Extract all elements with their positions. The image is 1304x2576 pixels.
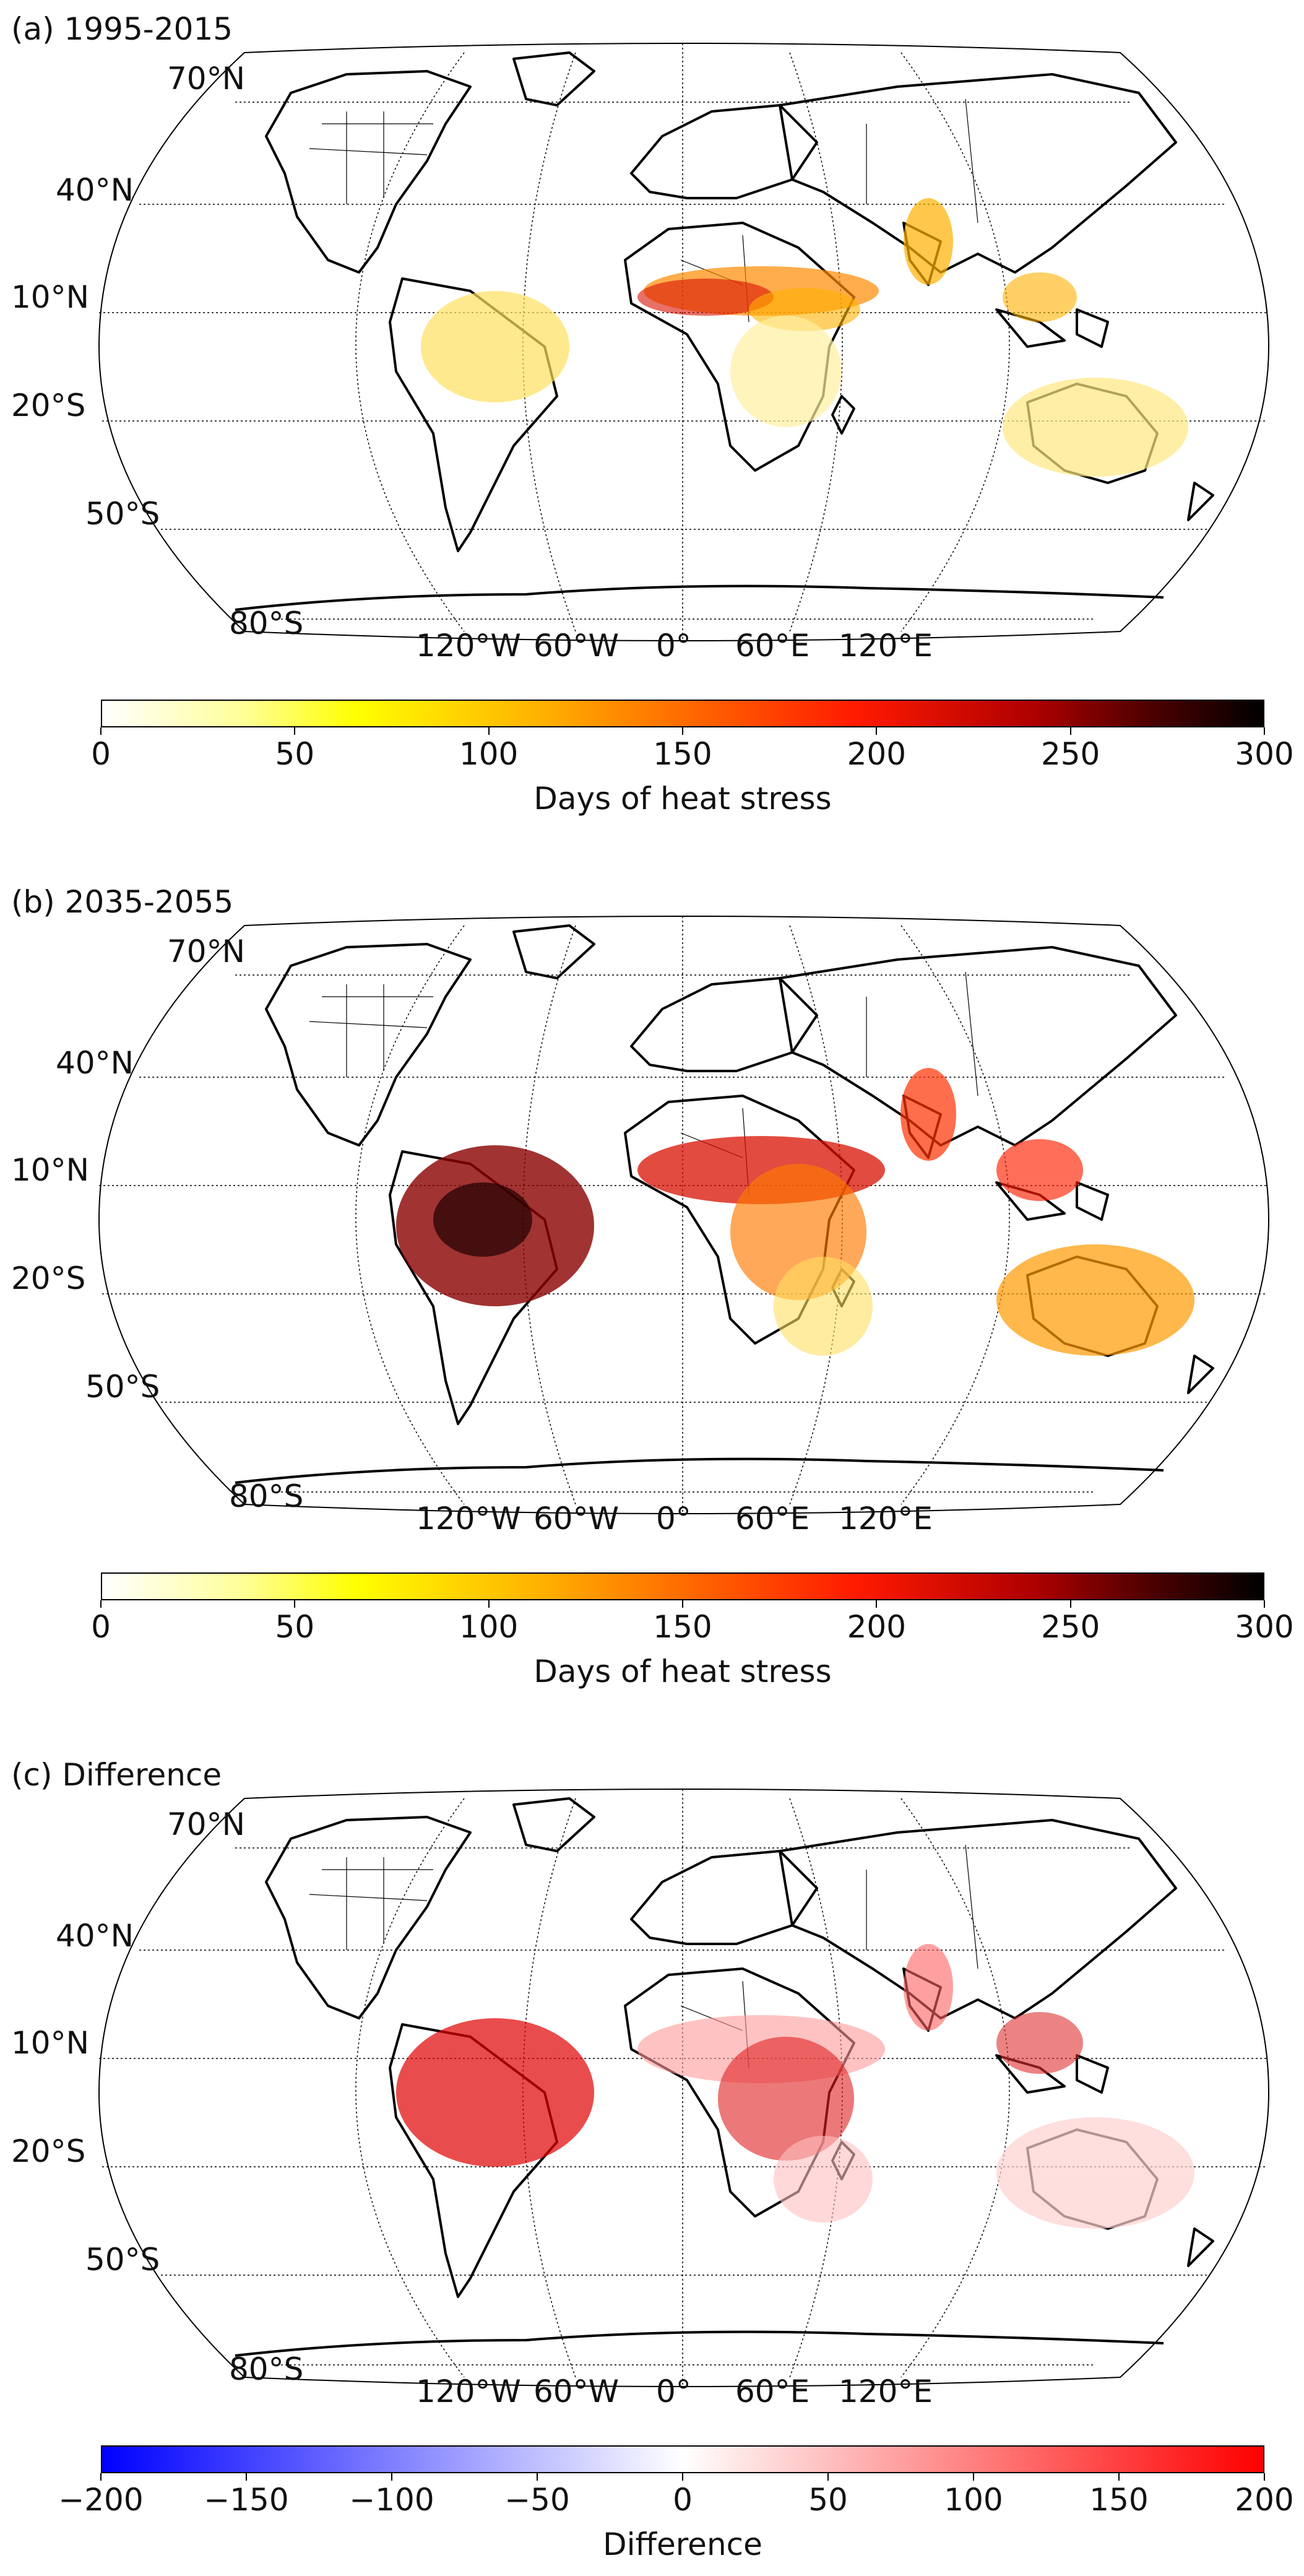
lat-label-20s: 20°S <box>11 1260 86 1296</box>
colorbar <box>101 700 1264 727</box>
colorbar-tick-label: 250 <box>1040 1609 1100 1645</box>
colorbar-label: Difference <box>603 2526 762 2562</box>
colorbar-tick-label: 300 <box>1235 736 1294 772</box>
colorbar-label: Days of heat stress <box>533 1654 832 1689</box>
colorbar-tick <box>100 727 101 735</box>
colorbar-tick-label: 0 <box>673 2482 693 2518</box>
colorbar-tick-label: 200 <box>847 736 907 772</box>
lon-label-120w: 120°W <box>416 2374 521 2409</box>
world-map <box>98 1788 1270 2388</box>
lon-label-60w: 60°W <box>533 628 620 664</box>
colorbar-tick-label: 0 <box>91 736 111 772</box>
colorbar-tick <box>682 2473 683 2481</box>
lat-label-80s: 80°S <box>229 2351 304 2387</box>
lon-label-120w: 120°W <box>416 1501 521 1537</box>
colorbar-tick-label: 250 <box>1040 736 1100 772</box>
colorbar-tick <box>682 1600 683 1608</box>
colorbar-tick <box>682 727 683 735</box>
lat-label-80s: 80°S <box>229 1478 304 1514</box>
lat-label-40n: 40°N <box>56 1045 134 1081</box>
lon-label-120e: 120°E <box>839 628 933 664</box>
panel-title: (b) 2035-2055 <box>11 884 234 920</box>
colorbar-tick <box>100 1600 101 1608</box>
colorbar-tick <box>1264 2473 1265 2481</box>
lat-label-70n: 70°N <box>167 61 246 97</box>
colorbar-tick <box>100 2473 101 2481</box>
lon-label-60w: 60°W <box>533 1501 620 1537</box>
lat-label-50s: 50°S <box>85 1369 160 1405</box>
colorbar-tick-label: 50 <box>808 2482 848 2518</box>
colorbar-tick-label: 50 <box>275 736 315 772</box>
colorbar-tick-label: 150 <box>653 736 712 772</box>
world-map <box>98 915 1270 1515</box>
lat-label-70n: 70°N <box>167 934 246 969</box>
heat-stress-overlay <box>396 1068 1194 1356</box>
colorbar-tick <box>391 2473 392 2481</box>
colorbar-tick-label: 200 <box>1235 2482 1294 2518</box>
lon-label-120e: 120°E <box>839 2374 933 2409</box>
colorbar-tick-label: 200 <box>847 1609 907 1645</box>
colorbar-tick-label: 100 <box>459 1609 519 1645</box>
colorbar-tick-label: 0 <box>91 1609 111 1645</box>
lat-label-40n: 40°N <box>56 1918 134 1954</box>
colorbar-tick <box>1069 727 1071 735</box>
colorbar-tick-label: 300 <box>1235 1609 1294 1645</box>
colorbar-tick <box>827 2473 829 2481</box>
lon-label-120e: 120°E <box>839 1501 933 1537</box>
colorbar-tick-label: −50 <box>504 2482 570 2518</box>
heat-stress-overlay <box>421 198 1188 477</box>
lat-label-70n: 70°N <box>167 1806 246 1842</box>
colorbar-tick-label: 100 <box>459 736 519 772</box>
colorbar-tick-label: 50 <box>275 1609 315 1645</box>
difference-overlay <box>396 1944 1194 2229</box>
colorbar-tick-label: 100 <box>944 2482 1003 2518</box>
lat-label-20s: 20°S <box>11 388 86 423</box>
colorbar <box>101 2445 1264 2473</box>
lon-label-0: 0° <box>656 2374 691 2409</box>
lat-label-10n: 10°N <box>11 1152 90 1188</box>
lon-label-60e: 60°E <box>735 1501 810 1537</box>
lat-label-20s: 20°S <box>11 2133 86 2169</box>
lat-label-40n: 40°N <box>56 172 134 208</box>
colorbar-tick <box>294 727 296 735</box>
lon-label-60e: 60°E <box>735 628 810 664</box>
colorbar-tick <box>1069 1600 1071 1608</box>
lat-label-10n: 10°N <box>11 279 90 315</box>
colorbar <box>101 1572 1264 1600</box>
colorbar-tick <box>488 1600 490 1608</box>
colorbar-tick <box>1118 2473 1120 2481</box>
colorbar-tick <box>537 2473 538 2481</box>
colorbar-tick <box>246 2473 247 2481</box>
lon-label-60e: 60°E <box>735 2374 810 2409</box>
colorbar-tick-label: 150 <box>1089 2482 1149 2518</box>
colorbar-tick-label: −200 <box>58 2482 144 2518</box>
colorbar-tick-label: −150 <box>204 2482 289 2518</box>
world-map <box>98 42 1270 642</box>
lon-label-120w: 120°W <box>416 628 521 664</box>
colorbar-tick <box>488 727 490 735</box>
lat-label-80s: 80°S <box>229 605 304 641</box>
colorbar-tick-label: 150 <box>653 1609 712 1645</box>
colorbar-tick <box>294 1600 296 1608</box>
colorbar-tick <box>973 2473 974 2481</box>
colorbar-tick <box>1264 727 1265 735</box>
colorbar-tick <box>876 1600 878 1608</box>
colorbar-tick <box>876 727 878 735</box>
colorbar-tick-label: −100 <box>349 2482 434 2518</box>
colorbar-label: Days of heat stress <box>533 781 832 817</box>
lon-label-0: 0° <box>656 1501 691 1537</box>
lat-label-50s: 50°S <box>85 2242 160 2278</box>
lat-label-10n: 10°N <box>11 2025 90 2061</box>
lon-label-60w: 60°W <box>533 2374 620 2409</box>
panel-title: (a) 1995-2015 <box>11 11 233 47</box>
lon-label-0: 0° <box>656 628 691 664</box>
colorbar-tick <box>1264 1600 1265 1608</box>
lat-label-50s: 50°S <box>85 496 160 532</box>
panel-title: (c) Difference <box>11 1757 222 1793</box>
